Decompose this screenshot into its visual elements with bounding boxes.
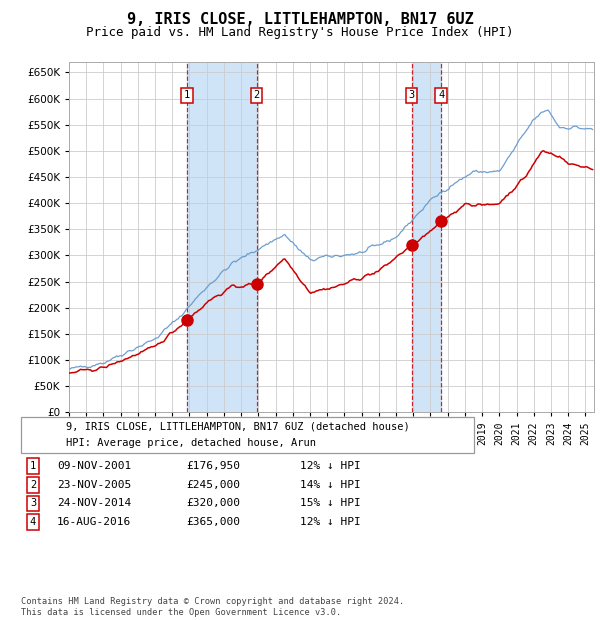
Text: 12% ↓ HPI: 12% ↓ HPI: [300, 517, 361, 527]
Text: 2: 2: [253, 91, 260, 100]
Text: Price paid vs. HM Land Registry's House Price Index (HPI): Price paid vs. HM Land Registry's House …: [86, 26, 514, 39]
Text: 24-NOV-2014: 24-NOV-2014: [57, 498, 131, 508]
Text: 09-NOV-2001: 09-NOV-2001: [57, 461, 131, 471]
Text: 2: 2: [30, 480, 36, 490]
Text: 4: 4: [30, 517, 36, 527]
Text: £320,000: £320,000: [186, 498, 240, 508]
Bar: [412, 62, 441, 412]
Text: 14% ↓ HPI: 14% ↓ HPI: [300, 480, 361, 490]
Text: 1: 1: [30, 461, 36, 471]
Text: Contains HM Land Registry data © Crown copyright and database right 2024.
This d: Contains HM Land Registry data © Crown c…: [21, 598, 404, 617]
Text: 15% ↓ HPI: 15% ↓ HPI: [300, 498, 361, 508]
Text: 4: 4: [438, 91, 444, 100]
Text: £365,000: £365,000: [186, 517, 240, 527]
Text: 1: 1: [184, 91, 190, 100]
Text: 3: 3: [409, 91, 415, 100]
Text: 9, IRIS CLOSE, LITTLEHAMPTON, BN17 6UZ: 9, IRIS CLOSE, LITTLEHAMPTON, BN17 6UZ: [127, 12, 473, 27]
Text: HPI: Average price, detached house, Arun: HPI: Average price, detached house, Arun: [66, 438, 316, 448]
Text: 16-AUG-2016: 16-AUG-2016: [57, 517, 131, 527]
Text: £245,000: £245,000: [186, 480, 240, 490]
Text: 12% ↓ HPI: 12% ↓ HPI: [300, 461, 361, 471]
Text: £176,950: £176,950: [186, 461, 240, 471]
Text: 9, IRIS CLOSE, LITTLEHAMPTON, BN17 6UZ (detached house): 9, IRIS CLOSE, LITTLEHAMPTON, BN17 6UZ (…: [66, 422, 410, 432]
Text: 23-NOV-2005: 23-NOV-2005: [57, 480, 131, 490]
Bar: [187, 62, 257, 412]
Text: 3: 3: [30, 498, 36, 508]
